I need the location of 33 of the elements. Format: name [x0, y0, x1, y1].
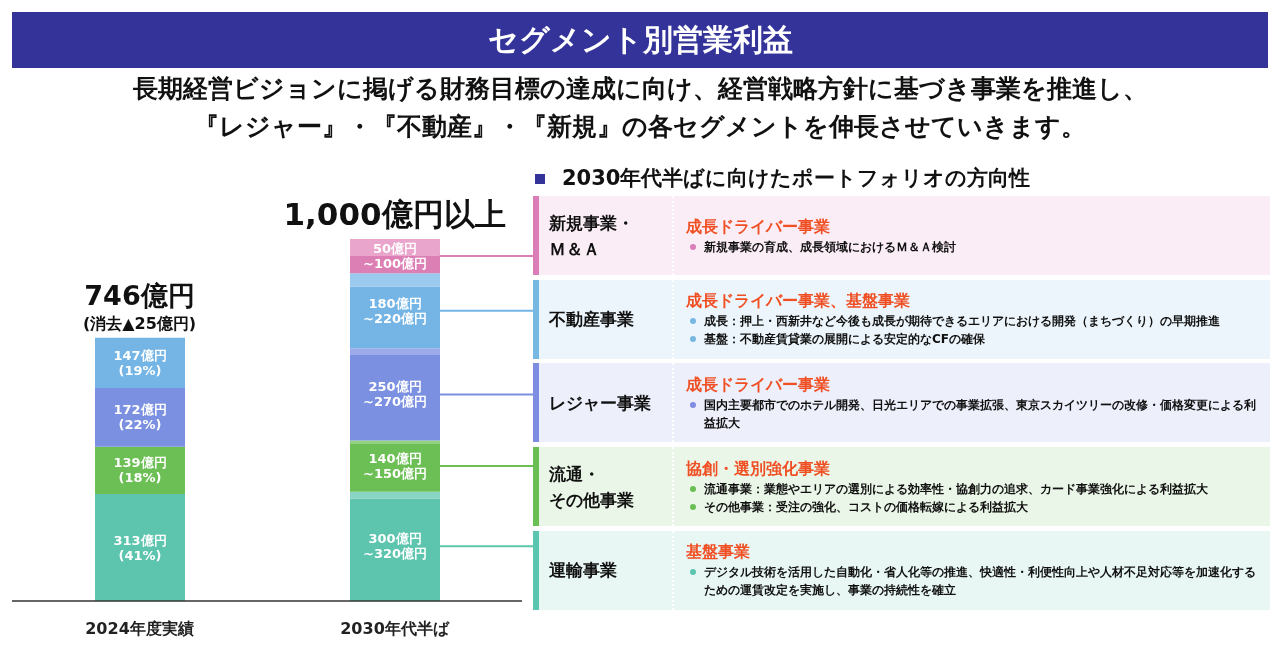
text: 2030年代半ばに向けたポートフォリオの方向性: [562, 165, 1031, 192]
data-label: 147億円 (19%): [113, 347, 167, 378]
data-label: 50億円 ~100億円: [362, 241, 428, 272]
text: 基盤事業: [686, 541, 751, 564]
text: 成長ドライバー事業: [686, 373, 831, 396]
text: 不動産事業: [549, 309, 634, 330]
data-label: 172億円 (22%): [113, 402, 167, 433]
annotation: 1,000億円以上: [283, 196, 506, 232]
x-tick-label: 2030年代半ば: [340, 619, 450, 639]
text: セグメント別営業利益: [12, 12, 1268, 68]
text: 国内主要都市でのホテル開発、日光エリアでの事業拡張、東京スカイツリーの改修・価格変更による利益拡大: [704, 396, 1257, 432]
text: 基盤：不動産賃貸業の展開による安定的なCFの確保: [704, 331, 986, 349]
text: その他事業：受注の強化、コストの価格転嫁による利益拡大: [704, 498, 1028, 516]
text: 成長ドライバー事業、基盤事業: [686, 290, 911, 313]
data-label: 180億円 ~220億円: [362, 295, 428, 326]
text: 新規事業・Ｍ＆Ａ: [549, 212, 634, 259]
text: 協創・選別強化事業: [686, 457, 831, 480]
data-label: 300億円 ~320億円: [362, 531, 428, 562]
text: 成長：押上・西新井など今後も成長が期待できるエリアにおける開発（まちづくり）の早期推進: [704, 313, 1220, 331]
text: 成長ドライバー事業: [686, 215, 831, 238]
text: 流通・その他事業: [549, 463, 634, 510]
text: デジタル技術を活用した自動化・省人化等の推進、快適性・利便性向上や人材不足対応等を加速化するための運賃改定を実施し、事業の持続性を確立: [704, 564, 1257, 600]
text: レジャー事業: [549, 392, 651, 413]
data-label: 250億円 ~270億円: [362, 379, 428, 410]
text: 新規事業の育成、成長領域におけるＭ＆Ａ検討: [704, 238, 956, 256]
data-label: 139億円 (18%): [113, 455, 167, 486]
x-tick-label: 2024年度実績: [85, 619, 194, 639]
text: 長期経営ビジョンに掲げる財務目標の達成に向け、経営戦略方針に基づき事業を推進し、『レジャー』・『不動産』・『新規』の各セグメントを伸長させていきます。: [131, 73, 1149, 143]
text: 運輸事業: [549, 560, 617, 581]
total-label: 746億円 (消去▲25億円): [82, 279, 197, 333]
data-label: 313億円 (41%): [113, 532, 167, 563]
data-label: 140億円 ~150億円: [362, 451, 428, 482]
text: 流通事業：業態やエリアの選別による効率性・協創力の追求、カード事業強化による利益拡大: [704, 480, 1208, 498]
